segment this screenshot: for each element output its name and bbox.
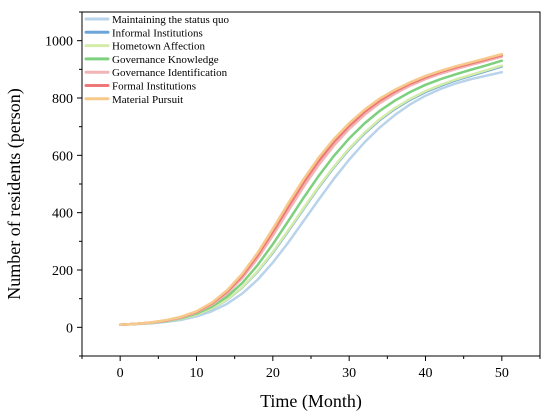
legend-label: Maintaining the status quo bbox=[112, 14, 230, 26]
series-lines bbox=[118, 52, 504, 326]
y-tick-label: 800 bbox=[52, 92, 73, 107]
legend-label: Hometown Affection bbox=[112, 41, 205, 53]
legend-label: Material Pursuit bbox=[112, 94, 183, 106]
legend-label: Informal Institutions bbox=[112, 27, 203, 39]
ticks: 0 10 20 30 40 50 0 200 400 600 800 1000 bbox=[45, 11, 541, 381]
y-tick-label: 600 bbox=[52, 149, 73, 164]
y-tick-label: 0 bbox=[66, 321, 73, 336]
x-tick-label: 10 bbox=[190, 366, 204, 381]
x-tick-label: 0 bbox=[117, 366, 124, 381]
x-tick-label: 20 bbox=[266, 366, 280, 381]
x-axis-title: Time (Month) bbox=[260, 391, 362, 412]
y-tick-label: 1000 bbox=[45, 35, 73, 50]
legend-label: Governance Identification bbox=[112, 67, 228, 79]
series-line-7 bbox=[118, 52, 504, 326]
y-tick-label: 200 bbox=[52, 264, 73, 279]
y-tick-label: 400 bbox=[52, 207, 73, 222]
x-tick-label: 40 bbox=[419, 366, 433, 381]
x-tick-label: 30 bbox=[342, 366, 356, 381]
y-axis-title: Number of residents (person) bbox=[4, 88, 25, 299]
x-tick-label: 50 bbox=[495, 366, 509, 381]
legend-label: Governance Knowledge bbox=[112, 54, 219, 66]
legend-label: Formal Institutions bbox=[112, 81, 196, 93]
